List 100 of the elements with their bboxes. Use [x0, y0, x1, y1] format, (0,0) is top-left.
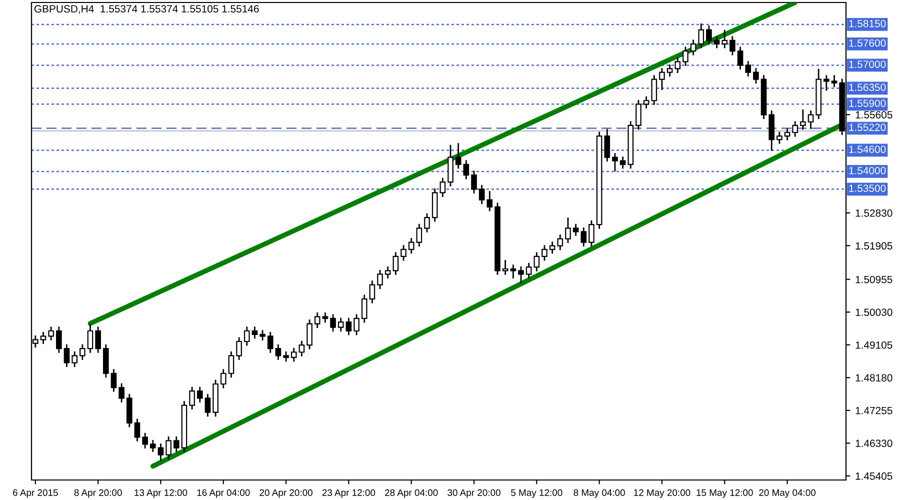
x-tick-label: 20 Apr 20:00 [260, 489, 312, 498]
ref-line-label: 1.54600 [849, 146, 886, 154]
candlestick [714, 35, 720, 49]
x-tick-label: 13 Apr 12:00 [134, 489, 188, 498]
chart-title: GBPUSD,H4 1.55374 1.55374 1.55105 1.55146 [34, 5, 259, 14]
candlestick [361, 294, 368, 324]
y-tick-label: 1.50955 [856, 276, 892, 284]
candlestick [737, 46, 744, 70]
y-tick-label: 1.52830 [856, 209, 892, 217]
y-tick-label: 1.45405 [856, 472, 892, 480]
candlestick [80, 344, 86, 361]
candlestick [40, 331, 46, 345]
candlestick [275, 344, 282, 361]
candlestick [651, 74, 658, 106]
ref-line-label: 1.56350 [849, 84, 886, 92]
candlestick [346, 317, 352, 336]
candlestick [636, 99, 642, 130]
candlestick [542, 244, 548, 262]
x-tick-label: 5 May 12:00 [511, 489, 562, 498]
candlestick [588, 220, 594, 248]
candlestick [173, 436, 180, 453]
candlestick [831, 74, 838, 88]
candlestick [110, 368, 117, 392]
y-tick-label: 1.49105 [856, 341, 892, 349]
candlestick [800, 108, 806, 130]
candlestick [604, 128, 610, 162]
y-tick-label: 1.51905 [856, 242, 892, 250]
candlestick [166, 436, 172, 460]
candlestick [204, 393, 211, 418]
candlestick [377, 269, 383, 290]
candlestick [189, 386, 195, 410]
candlestick [158, 442, 164, 462]
candlestick [549, 240, 556, 254]
candlestick [354, 314, 360, 336]
ref-line-label: 1.57600 [849, 39, 886, 47]
candlestick [408, 237, 414, 254]
x-tick-label: 30 Apr 20:00 [448, 489, 500, 498]
candlestick [142, 432, 148, 450]
candlestick [572, 223, 579, 237]
candlestick [706, 24, 712, 46]
candlestick [134, 418, 140, 442]
candlestick [306, 318, 312, 350]
candlestick [260, 329, 266, 342]
ref-line-label: 1.54000 [849, 166, 886, 174]
candlestick [87, 324, 94, 354]
candlestick [557, 234, 564, 251]
x-tick-label: 16 Apr 04:00 [197, 489, 250, 498]
candlestick [118, 382, 124, 404]
candlestick [776, 131, 782, 145]
y-tick-label: 1.46330 [856, 440, 892, 448]
candlestick [659, 67, 665, 91]
candlestick [150, 439, 156, 453]
candlestick [244, 326, 250, 346]
y-tick-label: 1.50030 [856, 308, 892, 316]
x-tick-label: 8 Apr 20:00 [74, 489, 122, 498]
candlestick [682, 46, 688, 67]
candlestick [220, 368, 226, 389]
candlestick [298, 340, 305, 358]
ref-line-label: 1.58150 [849, 20, 886, 28]
candlestick [455, 142, 462, 170]
x-tick-label: 12 May 20:00 [634, 489, 690, 498]
x-tick-label: 20 May 04:00 [759, 489, 816, 498]
candlestick [392, 252, 399, 276]
candlestick [486, 190, 493, 212]
candlestick [526, 262, 532, 280]
ref-line-label: 1.57000 [849, 60, 886, 68]
candlestick [267, 331, 274, 354]
candlestick [322, 312, 328, 324]
candlestick [753, 67, 759, 84]
candlestick [72, 350, 78, 368]
candlestick [745, 60, 752, 78]
candlestick [56, 326, 62, 354]
candlestick [478, 184, 485, 205]
candlestick [784, 128, 790, 141]
candlestick [252, 326, 258, 340]
candlestick [236, 336, 242, 361]
y-tick-label: 1.48180 [856, 374, 892, 382]
candlestick [384, 266, 391, 280]
candlestick [314, 312, 320, 329]
candlestick [666, 64, 673, 78]
candlestick [283, 350, 289, 362]
candlestick [424, 212, 430, 234]
candlestick [674, 56, 681, 74]
candlestick [463, 159, 470, 180]
candlestick [416, 223, 422, 248]
candlestick [730, 35, 736, 56]
candlestick [64, 344, 70, 368]
x-tick-label: 6 Apr 2015 [13, 489, 58, 498]
ref-line-label: 1.55220 [849, 124, 886, 132]
candlestick [228, 350, 234, 378]
candlestick [400, 244, 406, 262]
candlestick [196, 386, 203, 404]
candlestick [510, 264, 516, 280]
candlestick [48, 326, 54, 342]
y-tick-label: 1.47255 [856, 406, 892, 414]
x-tick-label: 15 May 12:00 [696, 489, 753, 498]
candlestick [471, 170, 477, 194]
candlestick [95, 326, 101, 354]
candlestick [643, 96, 650, 110]
x-tick-label: 23 Apr 12:00 [322, 489, 376, 498]
